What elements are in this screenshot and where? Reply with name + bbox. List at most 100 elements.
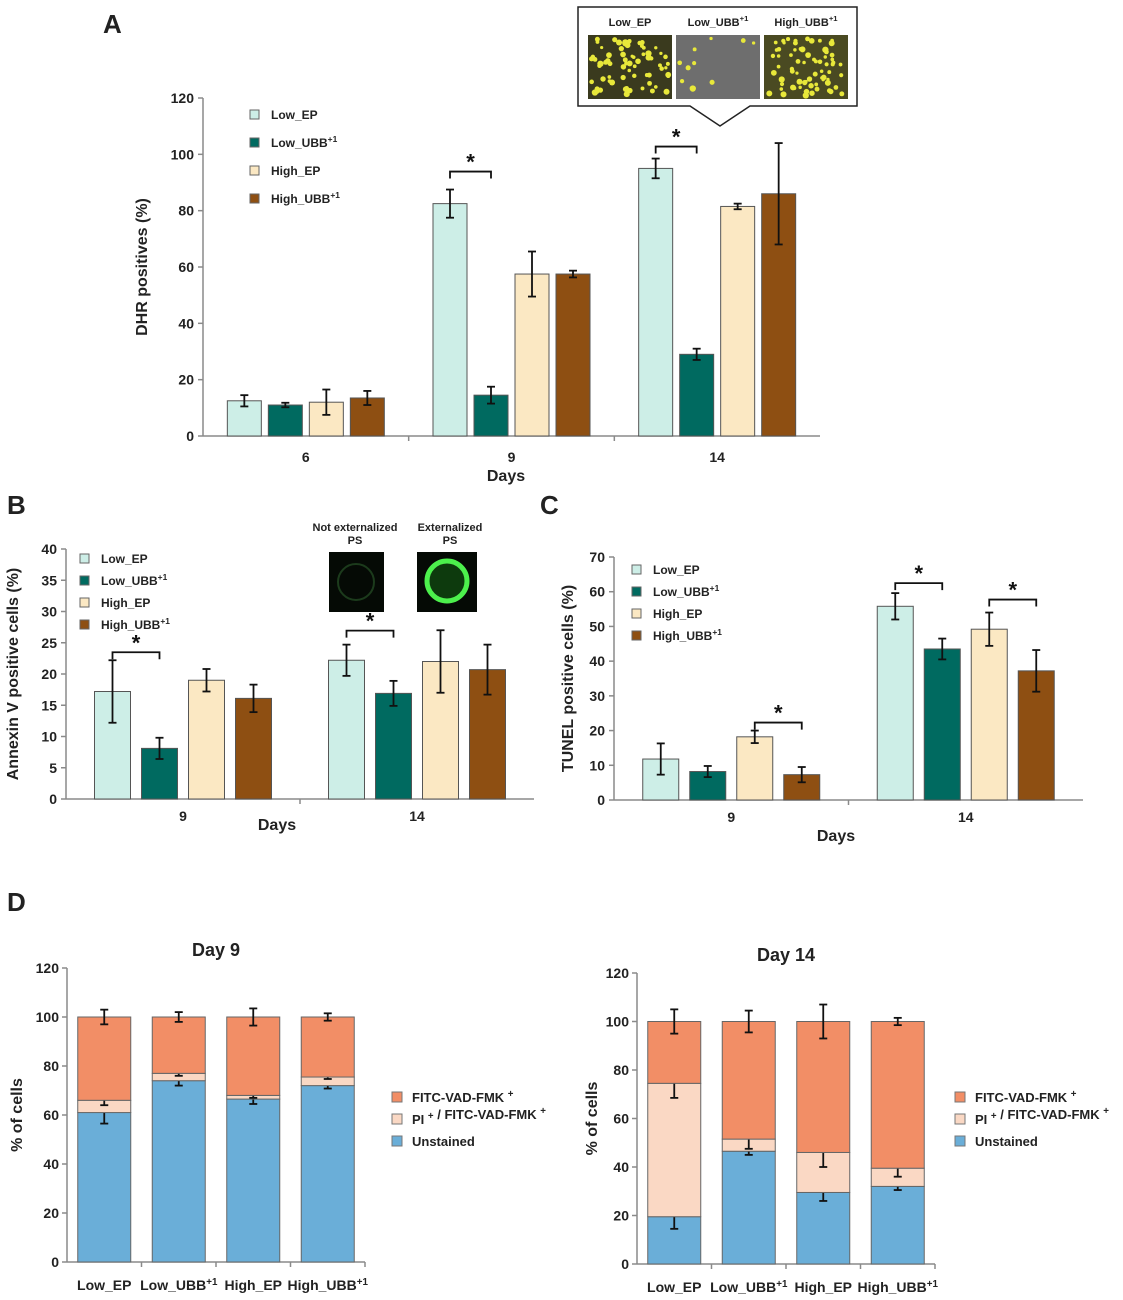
legend-swatch	[249, 109, 260, 120]
cell-outline	[337, 563, 375, 601]
y-tick-label: 120	[171, 90, 195, 106]
cell-dot	[817, 38, 822, 43]
y-tick-label: 0	[597, 792, 605, 808]
cell-dot	[817, 59, 823, 65]
cell-dot	[833, 85, 839, 90]
cell-dot	[597, 87, 604, 93]
cell-dot	[823, 55, 827, 59]
y-tick-label: 20	[41, 666, 57, 682]
stack-segment	[647, 1082, 702, 1218]
legend-label: High_EP	[653, 607, 702, 621]
y-tick-label: 30	[41, 604, 57, 620]
legend-label: Low_UBB+1	[653, 583, 720, 599]
x-tick-label: High_UBB+1	[288, 1277, 369, 1293]
cell-dot	[666, 74, 671, 79]
legend-swatch	[79, 619, 90, 630]
cell-dot	[824, 79, 831, 86]
legend-swatch	[631, 586, 642, 597]
cell-dot	[664, 66, 668, 70]
legend-swatch	[391, 1135, 403, 1147]
bar-Low_UBBplus1-14	[679, 353, 715, 437]
legend-swatch	[954, 1113, 966, 1125]
legend-swatch	[631, 608, 642, 619]
chart-title: Day 9	[192, 940, 240, 960]
legend-label: Low_EP	[271, 108, 318, 122]
cell-dot	[839, 73, 844, 78]
cell-dot	[792, 40, 798, 46]
stack-segment	[77, 1016, 132, 1101]
legend-label: Low_EP	[101, 552, 148, 566]
y-tick-label: 70	[589, 549, 605, 565]
y-tick-label: 100	[36, 1009, 60, 1025]
cell-dot	[779, 81, 785, 87]
significance-bracket	[345, 629, 395, 638]
legend-label: Unstained	[412, 1134, 475, 1149]
cell-dot	[805, 52, 811, 58]
cell-dot	[618, 46, 624, 52]
stack-segment	[77, 1112, 132, 1263]
stack-segment	[870, 1021, 925, 1169]
cell-dot	[685, 65, 691, 71]
x-axis-label: Days	[817, 828, 855, 845]
cell-dot	[798, 46, 803, 51]
bar-High_UBBplus1-9	[235, 697, 272, 800]
y-tick-label: 120	[606, 965, 630, 981]
y-tick-label: 80	[178, 203, 194, 219]
significance-star: *	[132, 630, 141, 655]
cell-dot	[657, 63, 662, 68]
bar-High_EP-9	[188, 679, 225, 800]
cell-dot	[594, 36, 600, 42]
legend-label: Low_UBB+1	[271, 134, 338, 150]
cell-dot	[808, 83, 814, 89]
significance-bracket	[894, 582, 944, 591]
cell-dot	[770, 69, 777, 76]
y-tick-label: 100	[606, 1014, 630, 1030]
cell-dot	[802, 60, 806, 65]
cell-dot	[828, 40, 835, 47]
cell-dot	[831, 60, 836, 65]
legend-swatch	[249, 137, 260, 148]
legend-swatch	[79, 597, 90, 608]
y-axis-label: Annexin V positive cells (%)	[5, 568, 22, 781]
x-axis-label: Days	[258, 817, 296, 834]
legend-swatch	[79, 575, 90, 586]
cell-dot	[663, 88, 670, 95]
bar-Low_UBBplus1-6	[267, 404, 303, 437]
legend-label: High_EP	[271, 164, 320, 178]
y-tick-label: 20	[43, 1205, 59, 1221]
legend-swatch	[954, 1135, 966, 1147]
y-axis-label: % of cells	[584, 1082, 601, 1156]
x-tick-label: High_UBB+1	[858, 1279, 939, 1295]
legend-label: Low_EP	[653, 563, 700, 577]
cell-dot	[812, 71, 818, 77]
x-tick-label: Low_EP	[77, 1277, 131, 1293]
bar-Low_UBBplus1-14	[375, 692, 412, 800]
bar-High_EP-9	[736, 736, 774, 801]
panel-C: 0 10 20 30 40 50 60 70 9 14 Days TUNEL positive cel…	[540, 490, 1083, 845]
legend-swatch	[391, 1113, 403, 1125]
y-axis-label: DHR positives (%)	[134, 198, 151, 336]
cell-dot	[774, 48, 779, 52]
y-tick-label: 40	[178, 315, 194, 331]
panel-A: 0 20 40 60 80 100 120 6 9 14 Days DHR positives (%)…	[103, 9, 820, 485]
cell-dot	[824, 62, 829, 67]
bar-High_EP-14	[970, 628, 1008, 801]
inset-caption: Externalized	[418, 522, 483, 534]
x-tick-label: 6	[302, 449, 310, 465]
stack-segment	[226, 1098, 281, 1263]
panel-D1: 0 20 40 60 80 100 120 Low_EP Low_UBB+1 High_EP Hig…	[7, 887, 546, 1293]
cell-dot	[620, 74, 626, 81]
significance-bracket	[111, 651, 161, 660]
bar-Low_EP-14	[638, 167, 674, 437]
significance-star: *	[1008, 578, 1017, 603]
cell-dot	[789, 66, 795, 72]
cell-outline	[424, 558, 470, 604]
panel-D2: 0 20 40 60 80 100 120 Low_EP Low_UBB+1 High_EP Hig…	[584, 945, 1109, 1295]
cell-dot	[829, 52, 835, 58]
y-tick-label: 40	[613, 1159, 629, 1175]
cell-dot	[647, 80, 652, 86]
significance-bracket	[654, 145, 698, 154]
cell-dot	[781, 38, 786, 44]
cell-dot	[770, 53, 776, 59]
